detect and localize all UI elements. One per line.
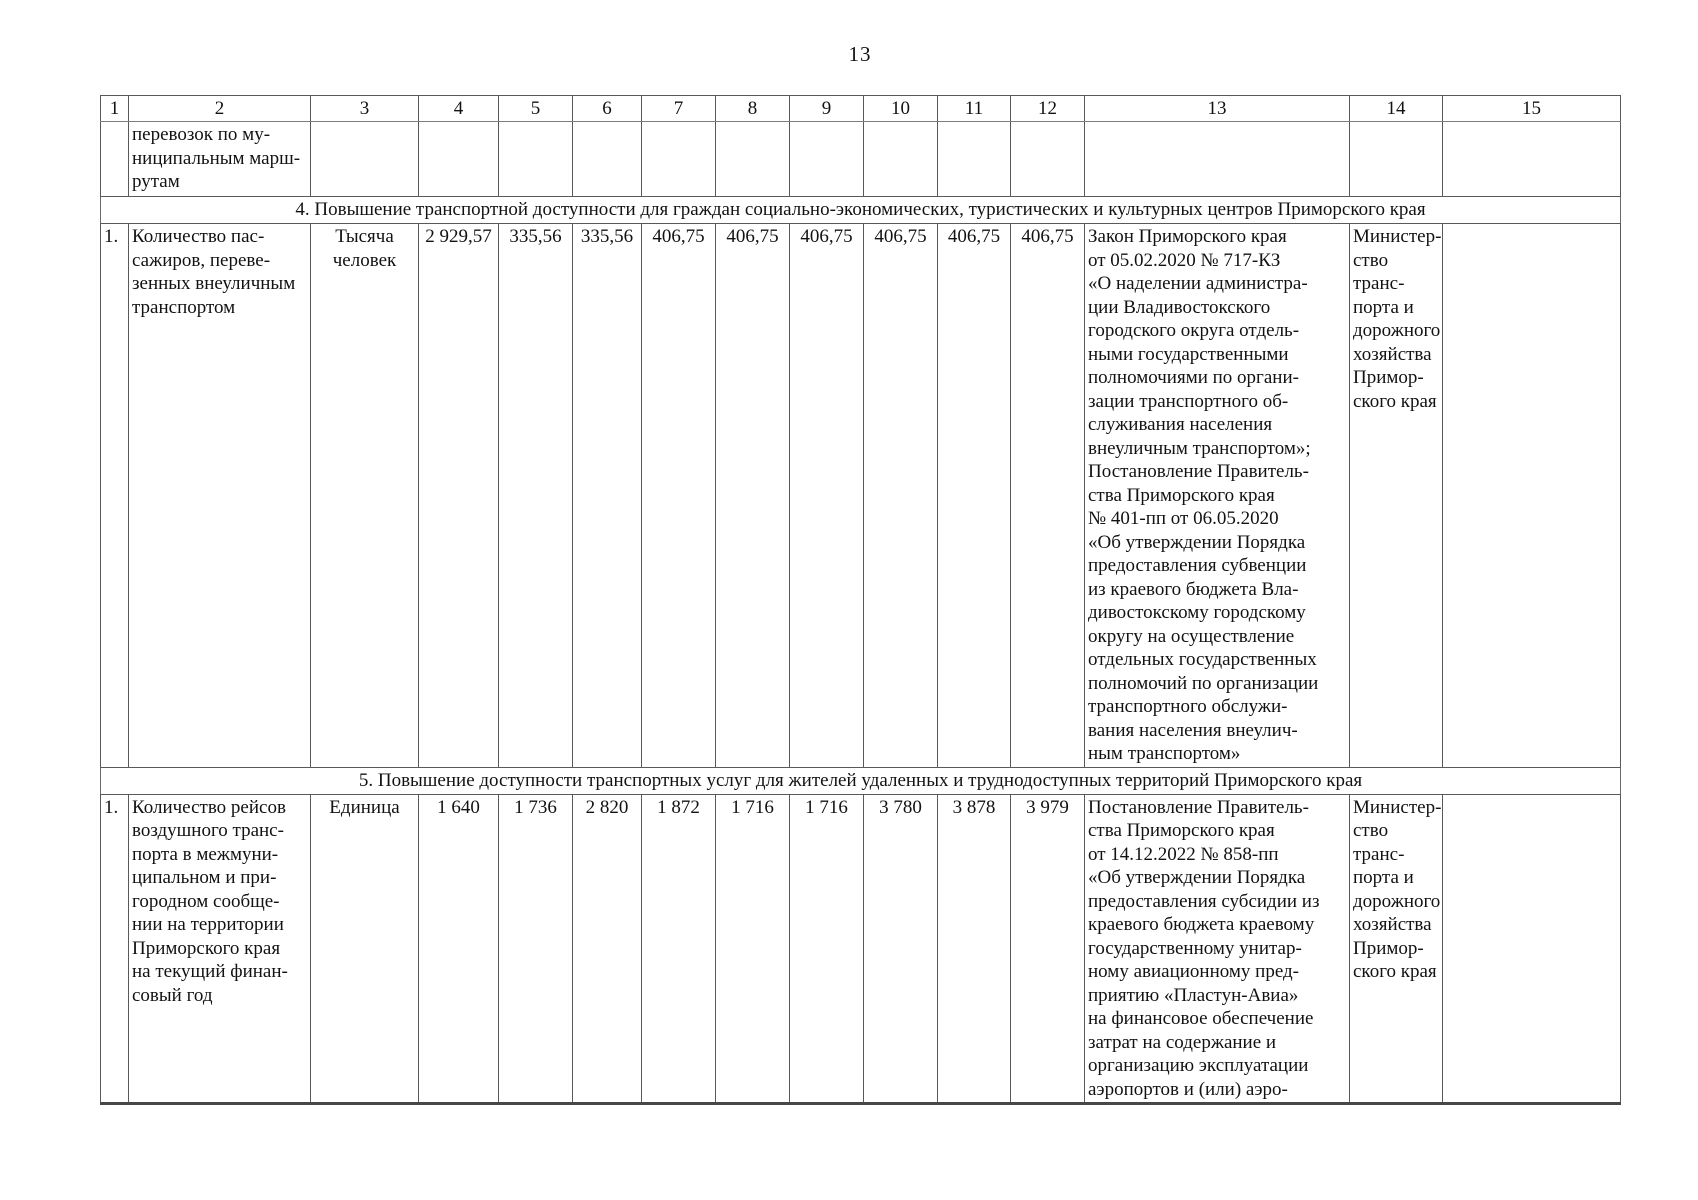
column-number-header: 4 xyxy=(418,95,499,122)
value-cell: 406,75 xyxy=(863,223,938,768)
column-number-header: 9 xyxy=(789,95,864,122)
value-cell: 406,75 xyxy=(1010,223,1085,768)
column-number-header: 7 xyxy=(641,95,716,122)
column-number-header: 6 xyxy=(572,95,642,122)
value-cell: 1 640 xyxy=(418,793,499,1104)
continuation-row: перевозок по му- ниципальным марш- рутам xyxy=(100,121,1621,197)
column-number-header: 1 xyxy=(100,95,129,122)
value-cell: 2 929,57 xyxy=(418,223,499,768)
value-cell: 1 716 xyxy=(789,793,864,1104)
legal-basis-cell: Закон Приморского края от 05.02.2020 № 7… xyxy=(1084,223,1350,768)
empty-cell xyxy=(789,121,864,197)
section-5-title-row: 5. Повышение доступности транспортных ус… xyxy=(100,766,1621,795)
indicators-table: 1 2 3 4 5 6 7 8 9 10 11 12 13 14 15 пере… xyxy=(100,95,1621,1105)
column-numbers-row: 1 2 3 4 5 6 7 8 9 10 11 12 13 14 15 xyxy=(100,95,1621,122)
executor-cell: Министер- ство транс- порта и дорожного … xyxy=(1349,793,1443,1104)
empty-cell xyxy=(1010,121,1085,197)
column-number-header: 12 xyxy=(1010,95,1085,122)
value-cell: 1 736 xyxy=(498,793,573,1104)
unit-cell: Единица xyxy=(310,793,419,1104)
section-4-title-row: 4. Повышение транспортной доступности дл… xyxy=(100,196,1621,224)
value-cell: 3 878 xyxy=(937,793,1011,1104)
column-number-header: 2 xyxy=(128,95,311,122)
section-5-data-row: 1. Количество рейсов воздушного транс- п… xyxy=(100,793,1621,1104)
value-cell: 1 872 xyxy=(641,793,716,1104)
empty-cell xyxy=(1084,121,1350,197)
value-cell: 406,75 xyxy=(715,223,790,768)
empty-cell xyxy=(641,121,716,197)
row-number-cell: 1. xyxy=(100,223,129,768)
column-number-header: 8 xyxy=(715,95,790,122)
empty-cell xyxy=(863,121,938,197)
section-title: 5. Повышение доступности транспортных ус… xyxy=(100,766,1621,795)
indicator-cell: Количество рейсов воздушного транс- порт… xyxy=(128,793,311,1104)
value-cell: 3 979 xyxy=(1010,793,1085,1104)
empty-cell xyxy=(498,121,573,197)
column-number-header: 13 xyxy=(1084,95,1350,122)
value-cell: 406,75 xyxy=(937,223,1011,768)
column-number-header: 10 xyxy=(863,95,938,122)
note-cell xyxy=(1442,223,1621,768)
column-number-header: 3 xyxy=(310,95,419,122)
value-cell: 335,56 xyxy=(572,223,642,768)
empty-cell xyxy=(310,121,419,197)
value-cell: 1 716 xyxy=(715,793,790,1104)
column-number-header: 11 xyxy=(937,95,1011,122)
legal-basis-cell: Постановление Правитель- ства Приморског… xyxy=(1084,793,1350,1104)
value-cell: 406,75 xyxy=(789,223,864,768)
column-number-header: 14 xyxy=(1349,95,1443,122)
unit-cell: Тысяча человек xyxy=(310,223,419,768)
empty-cell xyxy=(715,121,790,197)
value-cell: 2 820 xyxy=(572,793,642,1104)
empty-cell xyxy=(572,121,642,197)
executor-cell: Министер- ство транс- порта и дорожного … xyxy=(1349,223,1443,768)
value-cell: 3 780 xyxy=(863,793,938,1104)
row-number-cell: 1. xyxy=(100,793,129,1104)
empty-cell xyxy=(1349,121,1443,197)
page-number: 13 xyxy=(848,42,872,66)
empty-cell xyxy=(418,121,499,197)
indicator-cell: Количество пас- сажиров, переве- зенных … xyxy=(128,223,311,768)
value-cell: 406,75 xyxy=(641,223,716,768)
section-title: 4. Повышение транспортной доступности дл… xyxy=(100,196,1621,224)
empty-cell xyxy=(100,121,129,197)
empty-cell xyxy=(1442,121,1621,197)
note-cell xyxy=(1442,793,1621,1104)
value-cell: 335,56 xyxy=(498,223,573,768)
column-number-header: 5 xyxy=(498,95,573,122)
empty-cell xyxy=(937,121,1011,197)
indicator-cell: перевозок по му- ниципальным марш- рутам xyxy=(128,121,311,197)
section-4-data-row: 1. Количество пас- сажиров, переве- зенн… xyxy=(100,223,1621,768)
column-number-header: 15 xyxy=(1442,95,1621,122)
